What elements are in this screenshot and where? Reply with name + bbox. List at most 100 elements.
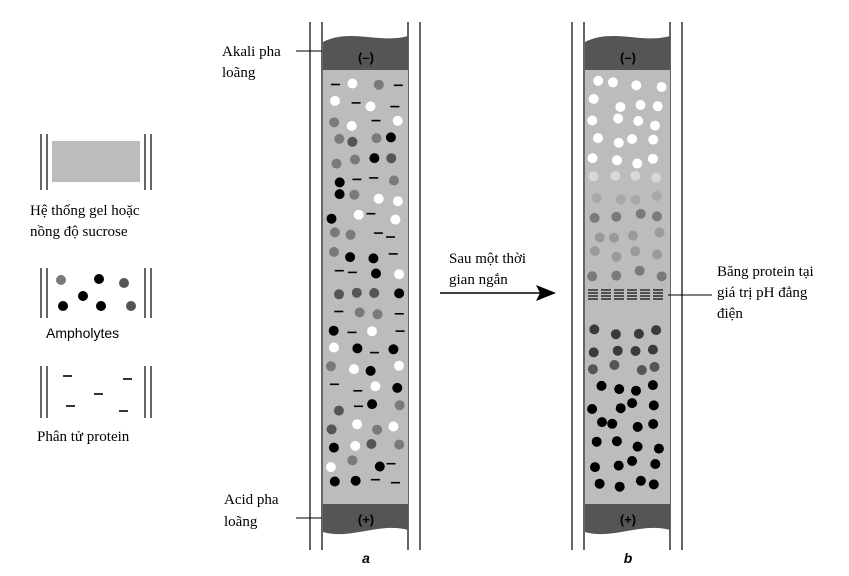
ampholyte-dot bbox=[352, 419, 363, 430]
ampholyte-dot bbox=[589, 212, 600, 223]
ampholyte-dot bbox=[631, 80, 642, 91]
ampholyte-dot bbox=[610, 170, 621, 181]
ampholyte-dot bbox=[651, 191, 662, 201]
acid-label-2: loãng bbox=[224, 514, 258, 530]
ampholyte-dot bbox=[628, 230, 638, 241]
ampholyte-dot bbox=[352, 343, 363, 354]
ampholyte-dot bbox=[326, 424, 337, 435]
ampholyte-dot bbox=[647, 153, 658, 164]
ampholyte-dot bbox=[326, 213, 337, 224]
ampholyte-dot bbox=[611, 270, 622, 281]
ampholyte-dot bbox=[656, 271, 667, 282]
legend-ampholytes-label: Ampholytes bbox=[46, 325, 119, 341]
ampholyte-dot bbox=[394, 360, 404, 371]
ampholyte-dot bbox=[390, 214, 401, 225]
ampholyte-dot bbox=[610, 329, 621, 340]
ampholyte-dot bbox=[654, 227, 665, 238]
ampholyte-dot bbox=[635, 475, 646, 486]
ampholyte-dot bbox=[607, 77, 618, 88]
tube-a-anode bbox=[323, 504, 408, 535]
ampholyte-dot bbox=[648, 419, 659, 429]
ampholyte-dot bbox=[392, 382, 403, 393]
ampholyte-dot bbox=[647, 344, 658, 355]
ampholyte-dot bbox=[627, 398, 638, 409]
legend-protein-label: Phân tử protein bbox=[37, 429, 130, 445]
band-label-3: điện bbox=[717, 306, 743, 322]
ampholyte-dot bbox=[325, 361, 336, 372]
ampholyte-dot bbox=[365, 365, 376, 376]
tube-a-cathode-label: (–) bbox=[358, 50, 374, 65]
ampholyte-dot bbox=[611, 251, 622, 262]
ampholyte-dot bbox=[345, 229, 356, 240]
ampholyte-dot bbox=[609, 232, 619, 243]
ampholyte-dot bbox=[612, 345, 623, 356]
ampholyte-dot bbox=[633, 116, 644, 126]
ampholyte-dot bbox=[388, 175, 399, 186]
ampholyte-dot bbox=[589, 246, 600, 256]
ampholyte-dot bbox=[349, 364, 359, 375]
legend-gel-icon bbox=[40, 134, 152, 190]
ampholyte-dot bbox=[650, 459, 661, 469]
ampholyte-dot bbox=[632, 441, 643, 452]
ampholyte-dot bbox=[587, 271, 598, 282]
ampholyte-dot bbox=[369, 288, 380, 298]
ampholyte-dot bbox=[350, 154, 360, 165]
band-label-1: Băng protein tại bbox=[717, 264, 814, 280]
tube-b-ph-gradient-particles bbox=[587, 75, 667, 492]
ampholyte-dot bbox=[588, 171, 599, 182]
ampholyte-dot bbox=[392, 196, 403, 207]
tube-a-caption: a bbox=[362, 550, 370, 566]
ampholyte-dot bbox=[594, 232, 605, 243]
ampholyte-dot bbox=[328, 342, 339, 353]
ampholyte-dot bbox=[372, 309, 383, 320]
ampholyte-dot bbox=[394, 439, 405, 450]
ampholyte-dot bbox=[347, 78, 358, 89]
tube-a-cathode bbox=[323, 36, 408, 70]
ampholyte-dot bbox=[346, 120, 357, 131]
ampholyte-dot bbox=[613, 460, 624, 471]
ampholyte-dot bbox=[651, 325, 662, 336]
ampholyte-dot bbox=[630, 170, 641, 181]
ampholyte-dot bbox=[587, 115, 598, 126]
ampholyte-dot bbox=[354, 307, 365, 318]
ampholyte-dot bbox=[394, 269, 405, 280]
ampholyte-dot bbox=[325, 462, 336, 473]
tube-a-anode-label: (+) bbox=[358, 512, 374, 527]
protein-band bbox=[588, 289, 663, 300]
ampholyte-dot bbox=[631, 385, 641, 396]
ampholyte-dot bbox=[632, 421, 643, 432]
ampholyte-dot bbox=[373, 193, 384, 204]
ampholyte-dot bbox=[649, 361, 660, 372]
tube-b-caption: b bbox=[624, 550, 633, 566]
ampholyte-dot bbox=[656, 82, 667, 92]
ampholyte-dot bbox=[350, 440, 361, 451]
acid-label-1: Acid pha bbox=[224, 492, 279, 508]
ampholyte-dot bbox=[614, 481, 625, 492]
ampholyte-dot bbox=[588, 347, 599, 358]
ampholyte-dot bbox=[650, 120, 660, 131]
ampholyte-dot bbox=[329, 117, 340, 128]
ampholyte-dot bbox=[347, 136, 358, 147]
ampholyte-dot bbox=[615, 194, 626, 205]
ampholyte-dot bbox=[365, 101, 376, 112]
ampholyte-dot bbox=[345, 252, 356, 263]
ampholyte-dot bbox=[591, 193, 602, 204]
ampholyte-dot bbox=[370, 381, 381, 392]
ampholyte-dot bbox=[647, 380, 658, 391]
ampholyte-dot bbox=[334, 177, 345, 188]
ampholyte-dot bbox=[330, 95, 340, 106]
ampholyte-dot bbox=[609, 360, 620, 370]
band-label-2: giá trị pH đẳng bbox=[717, 285, 808, 301]
ampholyte-dot bbox=[371, 268, 381, 279]
tube-b-cathode-label: (–) bbox=[620, 50, 636, 65]
ampholyte-dot bbox=[635, 208, 646, 219]
ampholyte-dot bbox=[627, 134, 638, 144]
ampholyte-dot bbox=[630, 246, 641, 257]
ampholyte-dot bbox=[369, 153, 380, 164]
ampholyte-dot bbox=[593, 133, 603, 144]
ampholyte-dot bbox=[331, 158, 342, 169]
legend-protein-icon bbox=[40, 366, 152, 418]
ampholyte-dot bbox=[333, 405, 344, 416]
ampholyte-dot bbox=[634, 265, 645, 276]
ampholyte-dot bbox=[334, 189, 345, 200]
